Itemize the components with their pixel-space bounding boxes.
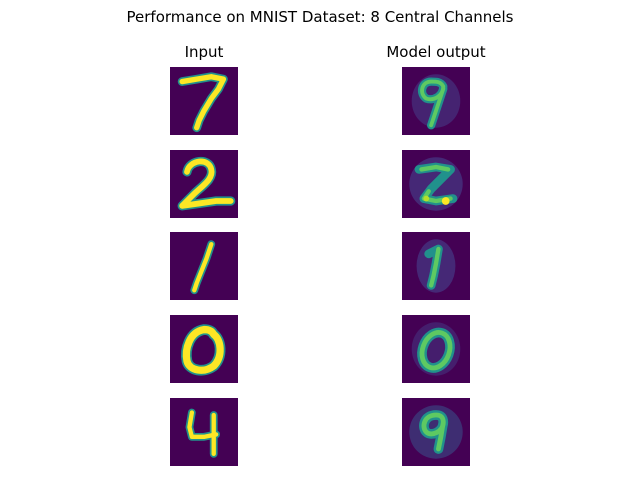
input-image-digit-7 [170, 67, 238, 135]
output-image-digit-0 [402, 315, 470, 383]
input-column-title: Input [184, 43, 224, 61]
output-image-digit-9 [402, 67, 470, 135]
input-image-digit-4 [170, 398, 238, 466]
input-image-digit-1 [170, 232, 238, 300]
output-image-digit-9 [402, 398, 470, 466]
figure-title: Performance on MNIST Dataset: 8 Central … [126, 8, 514, 26]
output-image-digit-1 [402, 232, 470, 300]
output-column-title: Model output [386, 43, 486, 61]
input-image-digit-0 [170, 315, 238, 383]
input-image-digit-2 [170, 150, 238, 218]
output-image-digit-2 [402, 150, 470, 218]
